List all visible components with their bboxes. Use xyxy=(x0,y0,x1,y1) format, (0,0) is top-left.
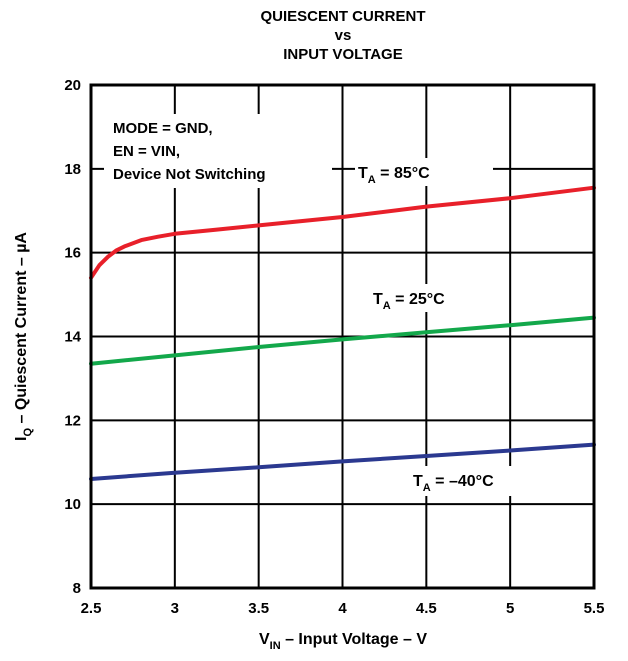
annotation-line: Device Not Switching xyxy=(113,166,266,183)
plot-frame xyxy=(89,83,596,590)
y-tick-label: 14 xyxy=(64,329,81,346)
x-tick-label: 4 xyxy=(338,600,347,617)
y-axis-label: IQ – Quiescent Current – µA xyxy=(13,232,34,441)
chart-title: QUIESCENT CURRENT vs INPUT VOLTAGE xyxy=(260,8,425,63)
chart-title-line: QUIESCENT CURRENT xyxy=(260,8,425,25)
curve-label: TA = 25°C xyxy=(373,291,445,312)
x-axis-label: VIN – Input Voltage – V xyxy=(259,631,427,652)
x-tick-label: 5.5 xyxy=(584,600,605,617)
curve-label-background xyxy=(370,284,508,312)
y-tick-label: 16 xyxy=(64,245,81,262)
annotation-line: EN = VIN, xyxy=(113,143,180,160)
curve-label-background xyxy=(408,466,558,496)
x-tick-label: 5 xyxy=(506,600,514,617)
curve-label: TA = 85°C xyxy=(358,165,430,186)
series-group xyxy=(89,185,596,481)
x-tick-labels: 2.5 3 3.5 4 4.5 5 5.5 xyxy=(81,600,605,617)
y-tick-label: 20 xyxy=(64,77,81,94)
x-tick-label: 3 xyxy=(171,600,179,617)
curve-labels: TA = 85°C TA = 25°C TA = –40°C xyxy=(355,158,558,496)
y-tick-labels: 8 10 12 14 16 18 20 xyxy=(64,77,81,597)
curve-label-background xyxy=(355,158,493,186)
y-tick-label: 18 xyxy=(64,161,81,178)
curve-label: TA = –40°C xyxy=(413,473,494,494)
series-line xyxy=(89,315,596,366)
y-tick-label: 8 xyxy=(73,580,81,597)
annotation-background xyxy=(104,114,332,188)
y-tick-label: 10 xyxy=(64,496,81,513)
annotation-line: MODE = GND, xyxy=(113,120,213,137)
y-tick-label: 12 xyxy=(64,412,81,429)
series-line xyxy=(89,185,596,280)
series-line xyxy=(89,442,596,481)
annotation-box: MODE = GND, EN = VIN, Device Not Switching xyxy=(104,114,332,188)
chart-title-line: INPUT VOLTAGE xyxy=(283,46,402,63)
chart-title-line: vs xyxy=(335,27,352,44)
x-tick-label: 4.5 xyxy=(416,600,437,617)
x-tick-label: 3.5 xyxy=(248,600,269,617)
x-tick-label: 2.5 xyxy=(81,600,102,617)
